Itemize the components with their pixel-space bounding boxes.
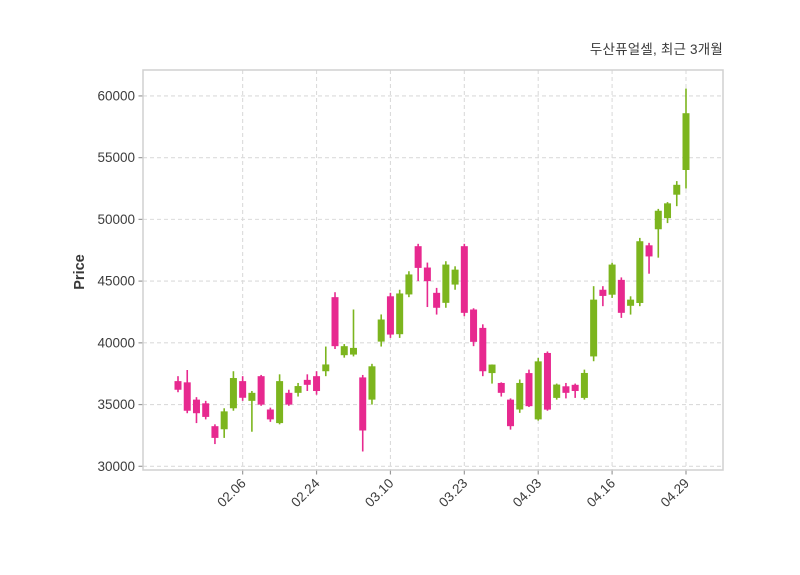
candle-up [608,262,616,298]
candle-down [386,292,394,338]
y-tick-label: 30000 [97,459,135,474]
candle-up [627,296,635,315]
candle-up [276,374,284,425]
candle-up [396,289,404,338]
candle-up [294,382,302,397]
candle-down [645,242,653,274]
candle-down [174,376,182,393]
candle-up [377,314,385,347]
y-tick-label: 50000 [97,212,135,227]
candle-up [340,344,348,358]
x-tick-label: 03.23 [436,476,471,511]
candle-up [516,379,524,413]
candle-down [211,424,219,445]
candle-up [654,208,662,258]
candle-up [349,309,357,357]
y-tick-label: 40000 [97,335,135,350]
candle-up [534,357,542,421]
candle-up [368,363,376,405]
candle-up [664,202,672,224]
x-tick-label: 03.10 [362,476,397,511]
candle-down [266,407,274,422]
candle-down [183,370,191,414]
candle-up [580,369,588,400]
y-tick-label: 60000 [97,88,135,103]
candle-down [423,262,431,308]
candles [174,88,690,452]
x-tick-label: 02.24 [288,475,323,510]
candle-down [257,374,265,406]
candle-down [470,308,478,347]
candle-down [239,376,247,401]
gridlines [143,70,723,470]
x-tick-label: 04.03 [510,476,545,511]
candle-down [497,382,505,397]
candle-up [220,408,228,438]
candle-down [543,351,551,411]
candle-down [599,286,607,307]
candle-down [617,277,625,318]
candle-down [192,397,200,424]
candle-down [571,383,579,398]
candle-up [488,364,496,384]
y-axis-tick-labels: 30000 35000 40000 45000 50000 55000 60000 [97,88,135,473]
candle-up [442,261,450,308]
candle-down [460,243,468,317]
candle-down [562,382,570,399]
candle-down [303,374,311,391]
candle-up [673,181,681,207]
y-tick-label: 45000 [97,274,135,289]
x-tick-label: 04.16 [584,476,619,511]
candle-up [248,390,256,432]
chart-title: 두산퓨얼셀, 최근 3개월 [589,42,723,57]
x-tick-label: 02.06 [214,476,249,511]
x-tick-label: 04.29 [658,476,693,511]
candle-down [202,400,210,420]
candle-up [636,237,644,307]
candle-down [313,371,321,395]
candle-down [479,324,487,377]
plot-border [142,69,724,471]
candle-down [359,374,367,452]
candle-down [507,398,515,430]
candle-up [322,346,330,377]
candle-down [331,292,339,350]
x-axis-tick-labels: 02.06 02.24 03.10 03.23 04.03 04.16 04.29 [214,475,692,510]
candle-up [682,88,690,189]
candle-down [433,287,441,315]
candle-up [229,371,237,411]
candle-down [414,243,422,282]
candle-up [405,271,413,298]
y-tick-label: 35000 [97,397,135,412]
candle-down [525,369,533,408]
candle-up [553,383,561,400]
candle-down [285,389,293,406]
candle-up [590,286,598,362]
y-tick-label: 55000 [97,150,135,165]
candle-up [451,266,459,290]
